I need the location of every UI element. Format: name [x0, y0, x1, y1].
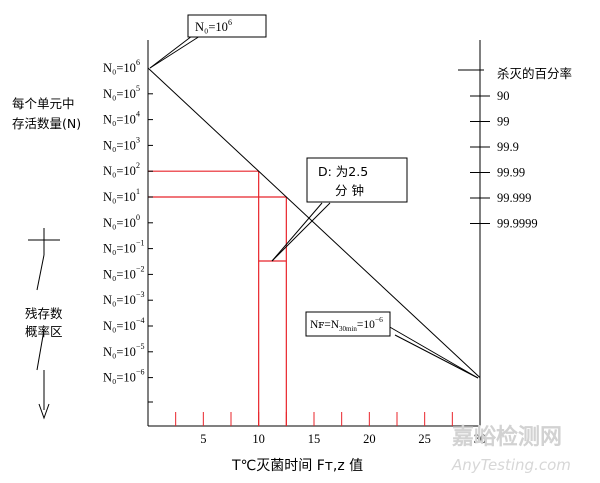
left-axis-label-base: N₀=10: [103, 293, 136, 307]
left-axis-labels: N₀=106N₀=105N₀=104N₀=103N₀=102N₀=101N₀=1…: [103, 58, 153, 385]
axes: [147, 40, 481, 427]
left-axis-title-line-2: 存活数量(N): [12, 116, 81, 131]
left-axis-label-exp: −4: [136, 316, 145, 325]
left-axis-label: N₀=105: [103, 84, 140, 101]
left-axis-label-base: N₀=10: [103, 87, 136, 101]
left-axis-label: N₀=10−3: [103, 290, 144, 307]
left-axis-label-base: N₀=10: [103, 371, 136, 385]
left-axis-label: N₀=10−2: [103, 264, 144, 281]
right-axis-label: 99: [497, 115, 510, 129]
region-label-line-1: 残存数: [25, 306, 63, 321]
left-axis-label: N₀=102: [103, 161, 140, 178]
left-axis-label-exp: −2: [136, 264, 145, 273]
svg-text:N₀=106: N₀=106: [195, 18, 232, 34]
survival-line: [147, 67, 481, 378]
svg-text:Nꜰ=N30min=10−6: Nꜰ=N30min=10−6: [310, 315, 383, 333]
left-axis-label: N₀=106: [103, 58, 140, 75]
left-axis-label-exp: −5: [136, 342, 145, 351]
left-axis-label-exp: 6: [136, 58, 140, 67]
x-axis-tick-label: 10: [252, 432, 265, 446]
d-value-guides: [148, 170, 287, 426]
left-axis-label-exp: −6: [136, 368, 145, 377]
initial-count-base: N₀=10: [195, 20, 228, 34]
d-value-line-2: 分 钟: [335, 183, 364, 198]
left-axis-label: N₀=101: [103, 187, 140, 204]
x-axis-tick-label: 30: [474, 432, 487, 446]
d-value-line-1: D: 为2.5: [318, 164, 368, 179]
x-axis-tick-label: 5: [200, 432, 206, 446]
left-axis-label-base: N₀=10: [103, 61, 136, 75]
right-axis-label: 99.9: [497, 140, 519, 154]
left-axis-label-base: N₀=10: [103, 267, 136, 281]
final-count-base: Nꜰ=N: [310, 319, 340, 331]
right-axis-label: 90: [497, 89, 510, 103]
x-axis-tick-label: 20: [363, 432, 376, 446]
left-axis-label-base: N₀=10: [103, 242, 136, 256]
left-axis-title-line-1: 每个单元中: [12, 96, 75, 111]
left-axis-label-exp: 1: [136, 187, 140, 196]
left-axis-label-exp: 5: [136, 84, 140, 93]
right-axis-label: 99.999: [497, 191, 531, 205]
left-axis-label: N₀=10−4: [103, 316, 144, 333]
left-axis-label-base: N₀=10: [103, 138, 136, 152]
left-axis-label-exp: −1: [136, 239, 145, 248]
watermark: 嘉峪检测网 AnyTesting.com: [451, 424, 571, 474]
left-axis-label: N₀=10−6: [103, 368, 144, 385]
region-label-line-2: 概率区: [25, 324, 63, 339]
left-axis-label-base: N₀=10: [103, 113, 136, 127]
x-axis-tick-label: 25: [418, 432, 431, 446]
left-axis-label-base: N₀=10: [103, 216, 136, 230]
left-axis-label: N₀=100: [103, 213, 140, 230]
final-count-callout: Nꜰ=N30min=10−6: [305, 311, 479, 379]
left-axis-label: N₀=10−5: [103, 342, 144, 359]
left-axis-label-base: N₀=10: [103, 345, 136, 359]
left-axis-label-base: N₀=10: [103, 319, 136, 333]
initial-count-exp: 6: [228, 18, 232, 27]
watermark-cn: 嘉峪检测网: [452, 424, 562, 450]
left-axis-label-exp: 4: [136, 110, 140, 119]
left-axis-label-base: N₀=10: [103, 190, 136, 204]
x-axis-ticks: 5 10 15 20 25 30: [175, 412, 487, 446]
left-axis-label: N₀=103: [103, 135, 140, 152]
x-axis-tick-label: 15: [308, 432, 321, 446]
right-axis-label: 99.99: [497, 166, 525, 180]
right-axis-label: 99.9999: [497, 217, 538, 231]
final-count-sub: 30min: [339, 325, 357, 333]
initial-count-callout: N₀=106: [149, 14, 267, 69]
left-axis-label-base: N₀=10: [103, 164, 136, 178]
right-axis-title: 杀灭的百分率: [497, 66, 572, 81]
probability-region-indicator: 残存数 概率区: [25, 228, 63, 420]
watermark-en: AnyTesting.com: [451, 456, 571, 474]
left-axis-label: N₀=10−1: [103, 239, 144, 256]
survival-curve: [147, 67, 481, 378]
left-axis-label-exp: 0: [136, 213, 140, 222]
final-count-exp: −6: [375, 315, 383, 324]
down-arrow-icon: [38, 403, 50, 420]
final-count-mid: =10: [357, 319, 375, 331]
left-axis-label-exp: 3: [136, 135, 140, 144]
x-axis-title: T℃灭菌时间 Fт,z 值: [231, 458, 363, 474]
right-axis-labels: 90 99 99.9 99.99 99.999 99.9999: [458, 69, 538, 231]
left-axis-label: N₀=104: [103, 110, 140, 127]
d-value-callout: D: 为2.5 分 钟: [271, 157, 408, 262]
left-axis-label-exp: 2: [136, 161, 140, 170]
left-axis-label-exp: −3: [136, 290, 145, 299]
